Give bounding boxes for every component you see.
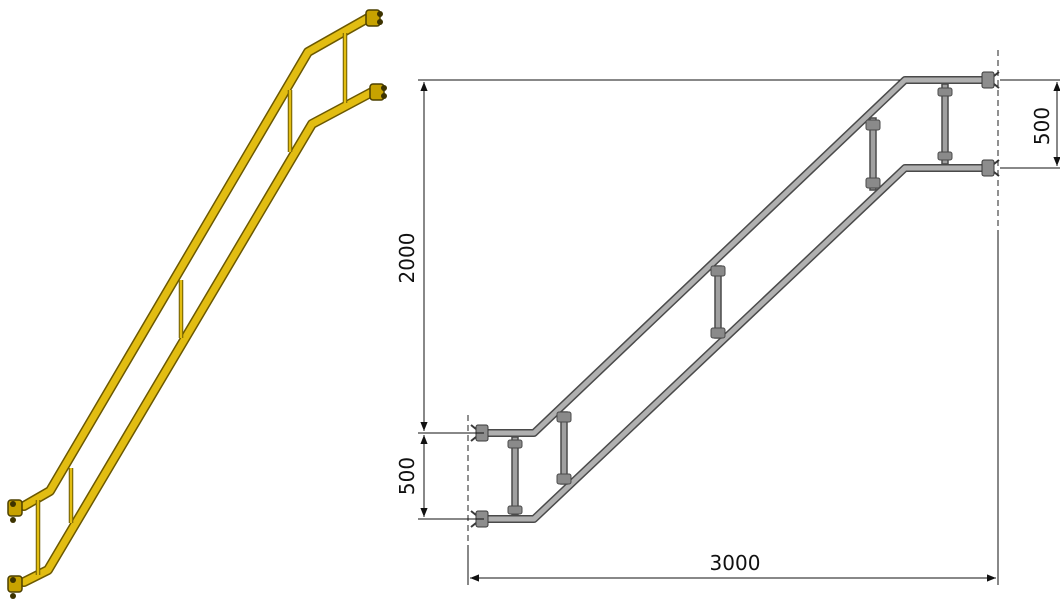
coupler-bottom-upper <box>7 499 23 523</box>
grey-lower-rail <box>487 164 985 523</box>
coupler-right-upper <box>981 71 1000 89</box>
dim-label-top-spacing: 500 <box>1030 107 1054 145</box>
strut-middle <box>710 265 726 339</box>
strut-bottom-end <box>507 436 523 516</box>
elevation-stringer-view <box>470 71 1000 528</box>
isometric-stringer-view <box>7 9 387 599</box>
grey-couplers <box>470 71 1000 528</box>
dim-label-width: 3000 <box>710 551 761 575</box>
yellow-couplers <box>7 9 387 599</box>
strut-lower <box>556 411 572 485</box>
upper-rail <box>19 13 373 511</box>
yellow-struts <box>35 33 348 575</box>
strut-upper <box>865 117 881 191</box>
coupler-top-upper <box>365 9 383 27</box>
coupler-bottom-lower <box>7 575 23 599</box>
dimension-lines: 2000 500 500 3000 <box>395 50 1060 585</box>
lower-rail <box>19 87 377 587</box>
coupler-top-lower <box>369 83 387 101</box>
strut-top-end <box>937 83 953 165</box>
dim-label-bottom-spacing: 500 <box>395 457 419 495</box>
grey-struts <box>507 83 953 516</box>
dim-label-height: 2000 <box>395 233 419 284</box>
grey-upper-rail <box>487 76 985 437</box>
coupler-right-lower <box>981 159 1000 177</box>
